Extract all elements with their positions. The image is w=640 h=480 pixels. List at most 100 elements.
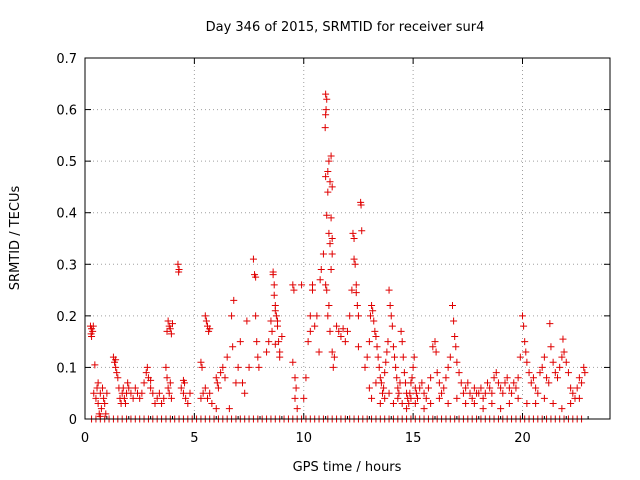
data-point <box>103 389 111 397</box>
data-point <box>558 405 566 413</box>
data-point <box>581 369 589 377</box>
data-point <box>270 281 278 289</box>
data-point <box>379 389 386 397</box>
data-point <box>373 343 381 351</box>
data-point <box>202 317 210 325</box>
data-point <box>520 322 528 330</box>
data-point <box>386 302 394 310</box>
data-point <box>165 389 173 397</box>
data-point <box>319 250 327 258</box>
data-point <box>328 348 336 356</box>
data-point <box>199 389 207 397</box>
data-point <box>578 379 586 387</box>
data-point <box>302 374 310 382</box>
data-point <box>337 332 345 340</box>
data-point <box>228 312 236 320</box>
data-point <box>113 369 121 377</box>
data-point <box>163 374 171 382</box>
data-point <box>462 384 470 392</box>
data-point <box>292 384 300 392</box>
data-point <box>385 286 393 294</box>
data-point <box>351 260 359 268</box>
data-point <box>547 343 555 351</box>
data-point <box>567 400 575 408</box>
data-point <box>446 353 454 361</box>
data-point <box>269 268 277 276</box>
data-point <box>174 260 182 268</box>
data-point <box>327 265 335 273</box>
data-point <box>166 379 174 387</box>
data-point <box>424 384 432 392</box>
data-point <box>481 389 489 397</box>
data-point <box>197 394 205 402</box>
data-point <box>573 384 581 392</box>
data-point <box>323 95 331 103</box>
data-point <box>184 400 192 408</box>
data-point <box>149 389 157 397</box>
data-point <box>179 389 187 397</box>
data-point <box>562 358 570 366</box>
data-point <box>327 152 335 160</box>
data-point <box>138 389 146 397</box>
x-tick-label: 20 <box>514 431 531 446</box>
data-point <box>163 327 171 335</box>
data-point <box>316 276 324 284</box>
x-tick-label: 0 <box>81 431 89 446</box>
data-point <box>381 369 389 377</box>
data-point <box>92 394 100 402</box>
data-point <box>449 302 456 310</box>
x-tick-label: 5 <box>190 431 198 446</box>
y-tick-label: 0.4 <box>56 207 77 222</box>
data-point <box>505 400 513 408</box>
data-point <box>391 353 399 361</box>
data-point <box>241 389 249 397</box>
data-point <box>263 348 271 356</box>
data-point <box>243 317 251 325</box>
data-point <box>388 322 396 330</box>
data-point <box>389 343 397 351</box>
data-point <box>94 379 102 387</box>
data-point <box>510 379 518 387</box>
data-point <box>335 327 343 335</box>
data-point <box>346 312 354 320</box>
data-point <box>536 369 544 377</box>
data-point <box>381 394 389 402</box>
data-point <box>124 379 132 387</box>
data-point <box>408 374 416 382</box>
data-point <box>239 379 246 387</box>
data-point <box>147 376 155 384</box>
data-point <box>325 157 333 165</box>
data-point <box>175 268 183 276</box>
data-point <box>278 332 286 340</box>
data-point <box>407 394 415 402</box>
data-point <box>274 317 281 325</box>
y-axis-label: SRMTID / TECUs <box>8 186 23 291</box>
data-point <box>372 379 380 387</box>
data-point <box>501 379 509 387</box>
data-point <box>322 281 330 289</box>
data-point <box>389 400 397 408</box>
data-point <box>249 255 257 263</box>
data-point <box>369 307 377 315</box>
data-point <box>368 302 376 310</box>
data-point <box>418 379 426 387</box>
data-point <box>497 384 505 392</box>
data-point <box>392 363 400 371</box>
data-point <box>328 250 336 258</box>
data-point <box>121 400 129 408</box>
data-point <box>179 376 187 384</box>
data-point <box>429 343 437 351</box>
data-point <box>350 255 358 263</box>
data-point <box>387 312 395 320</box>
data-point <box>153 394 161 402</box>
data-point <box>91 361 99 369</box>
data-point <box>459 389 467 397</box>
data-point <box>567 384 575 392</box>
data-point <box>410 353 418 361</box>
data-point <box>272 312 280 320</box>
data-point <box>398 338 406 346</box>
data-point <box>433 369 441 377</box>
data-point <box>289 281 297 289</box>
data-point <box>326 240 334 248</box>
data-point <box>326 178 334 186</box>
